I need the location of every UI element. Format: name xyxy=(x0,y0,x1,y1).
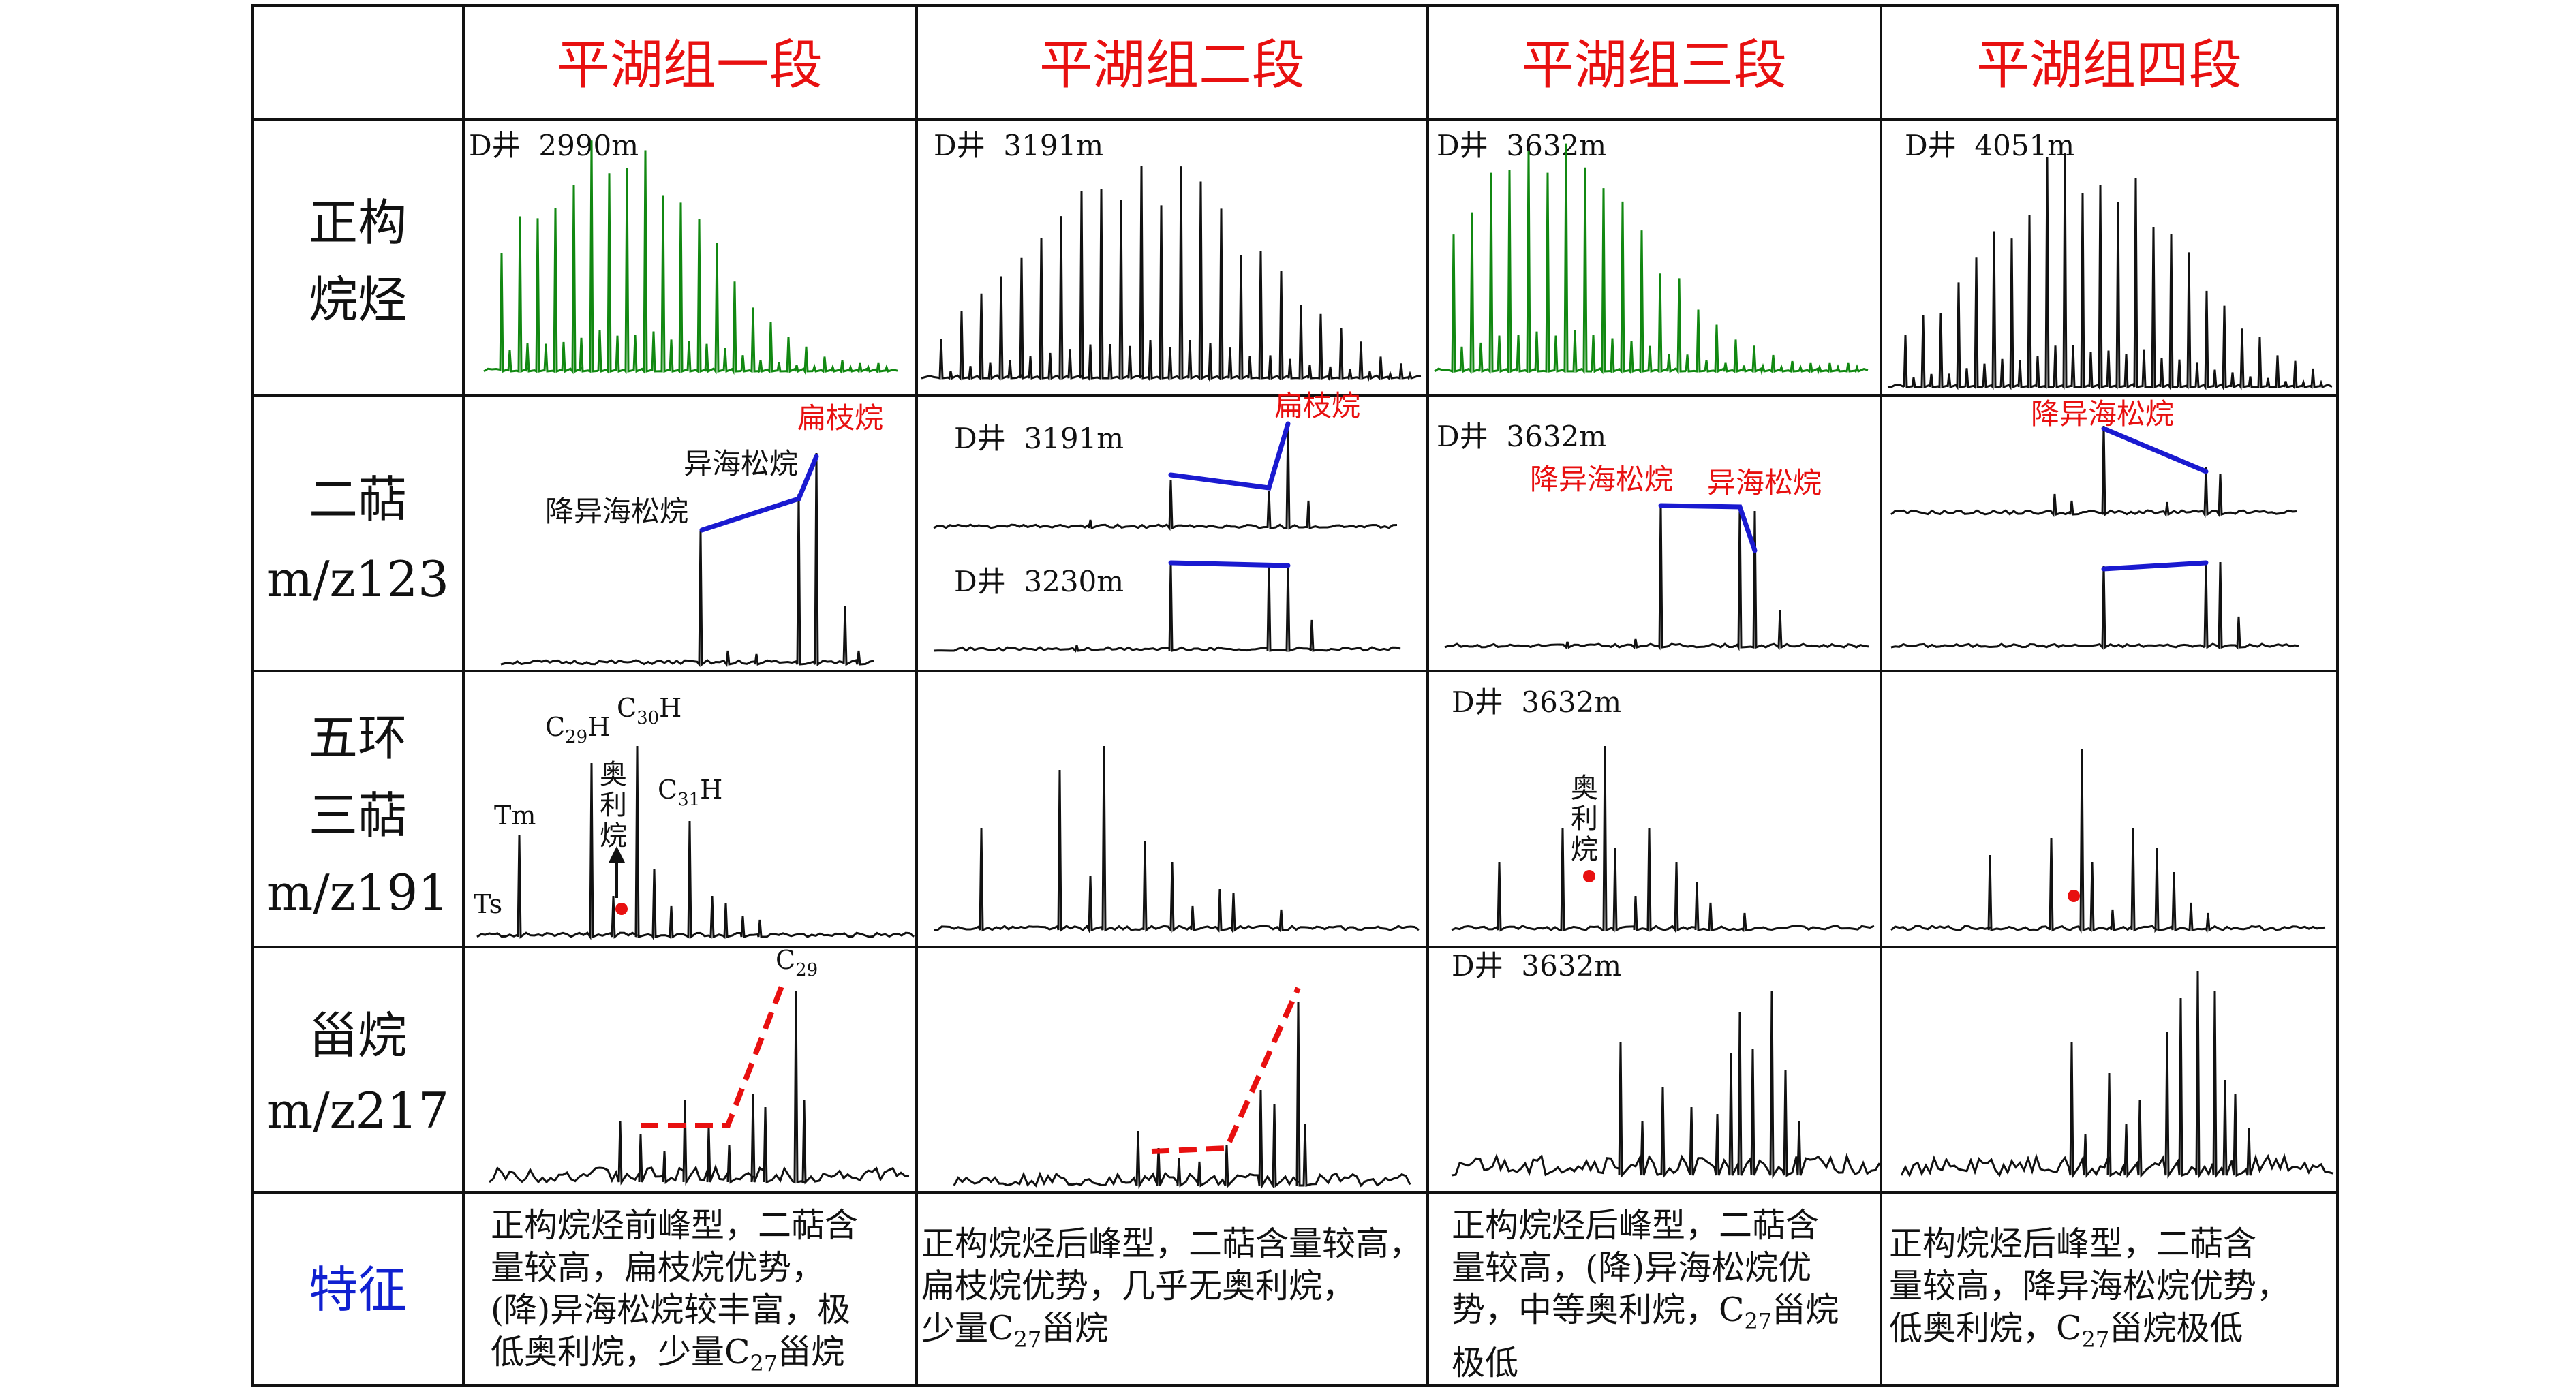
stage-header-1: 平湖组一段 xyxy=(557,35,823,96)
chromatogram-diterpanes-stage2-upper xyxy=(933,422,1398,531)
label-c31h: C31H xyxy=(658,775,722,810)
row-header-diterpanes: 二萜 m/z123 xyxy=(266,471,449,608)
feature-text-stage2: 正构烷烃后峰型，二萜含量较高， 扁枝烷优势，几乎无奥利烷， 少量C27甾烷 xyxy=(921,1224,1423,1352)
chromatogram-diterpanes-stage2-lower xyxy=(933,563,1401,653)
trend-line-r1-c3a xyxy=(2101,426,2209,474)
well-label-r3-c2: D井 3632m xyxy=(1452,949,1621,982)
chromatogram-diterpanes-stage1 xyxy=(500,452,874,668)
well-label-r1-c2: D井 3632m xyxy=(1437,420,1606,453)
chromatogram-triterpanes-stage3 xyxy=(1451,745,1875,933)
label-yihai-r1-c2: 异海松烷 xyxy=(1707,466,1822,499)
feature-text-stage3: 正构烷烃后峰型，二萜含 量较高，(降)异海松烷优 势，中等奥利烷，C27甾烷 极低 xyxy=(1452,1206,1839,1382)
well-label-r0-c1: D井 3191m xyxy=(934,129,1103,162)
label-bianzhi-r1-c1: 扁枝烷 xyxy=(1274,389,1360,422)
feature-text-stage4: 正构烷烃后峰型，二萜含 量较高，降异海松烷优势， 低奥利烷，C27甾烷极低 xyxy=(1889,1224,2290,1352)
chromatogram-steranes-stage1 xyxy=(489,991,910,1186)
well-label-r0-c3: D井 4051m xyxy=(1905,129,2074,162)
trend-line-r1-c2 xyxy=(1658,503,1758,553)
well-label-r1-c1a: D井 3191m xyxy=(954,422,1124,455)
chromatogram-diterpanes-stage3 xyxy=(1444,504,1869,651)
label-c29h: C29H xyxy=(545,712,610,747)
row-header-features: 特征 xyxy=(309,1261,407,1318)
chromatogram-alkanes-stage3 xyxy=(1434,143,1869,375)
row-header-triterpanes: 五环三萜 m/z191 xyxy=(266,709,449,921)
chromatogram-triterpanes-stage2 xyxy=(933,745,1420,934)
label-oleanane-r2-c0: 奥利烷 xyxy=(600,759,627,852)
chromatogram-diterpanes-stage4-upper xyxy=(1890,425,2297,518)
well-label-r0-c2: D井 3632m xyxy=(1437,129,1606,162)
label-jiangyihai-r1-c3: 降异海松烷 xyxy=(2031,397,2174,431)
chromatogram-alkanes-stage1 xyxy=(483,140,898,375)
label-yihai-r1-c0: 异海松烷 xyxy=(684,447,798,480)
stage-header-2: 平湖组二段 xyxy=(1039,35,1305,96)
trend-line-r3-c1 xyxy=(1151,987,1301,1154)
label-tm: Tm xyxy=(494,801,536,831)
label-c30h: C30H xyxy=(617,693,681,728)
oleanane-marker-r2-c3 xyxy=(2068,890,2080,902)
row-header-steranes: 甾烷 m/z217 xyxy=(266,1007,449,1139)
well-label-r0-c0: D井 2990m xyxy=(469,129,639,162)
label-jiangyihai-r1-c0: 降异海松烷 xyxy=(545,495,688,528)
arrow-oleanane xyxy=(609,846,625,898)
trend-line-r1-c0 xyxy=(699,454,819,533)
label-bianzhi-r1-c0: 扁枝烷 xyxy=(797,401,883,435)
label-jiangyihai-r1-c2: 降异海松烷 xyxy=(1530,463,1673,496)
chromatogram-steranes-stage2 xyxy=(953,1001,1411,1190)
label-oleanane-r2-c2: 奥利烷 xyxy=(1571,773,1598,865)
table-border xyxy=(251,4,2339,1387)
feature-text-stage1: 正构烷烃前峰型，二萜含 量较高，扁枝烷优势， (降)异海松烷较丰富，极 低奥利烷，少量… xyxy=(491,1206,859,1376)
trend-line-r1-c1a xyxy=(1168,421,1291,491)
chromatogram-steranes-stage4 xyxy=(1900,970,2334,1179)
chromatogram-alkanes-stage4 xyxy=(1887,153,2333,391)
well-label-r2-c2: D井 3632m xyxy=(1452,685,1621,719)
well-label-r1-c1b: D井 3230m xyxy=(954,565,1124,598)
oleanane-marker-r2-c2 xyxy=(1583,870,1595,882)
row-header-alkanes: 正构烷烃 xyxy=(309,194,407,328)
chromatogram-diterpanes-stage4-lower xyxy=(1890,561,2299,650)
label-c29: C29 xyxy=(776,945,818,980)
chromatogram-steranes-stage3 xyxy=(1451,991,1881,1179)
chromatogram-alkanes-stage2 xyxy=(921,166,1422,382)
stage-header-3: 平湖组三段 xyxy=(1521,35,1787,96)
trend-line-r1-c1b xyxy=(1168,560,1291,568)
label-ts: Ts xyxy=(474,889,502,919)
stage-header-4: 平湖组四段 xyxy=(1976,35,2242,96)
chromatogram-triterpanes-stage4 xyxy=(1890,749,2326,934)
trend-line-r3-c0 xyxy=(641,980,786,1128)
oleanane-marker-r2-c0 xyxy=(615,903,628,915)
trend-line-r1-c3b xyxy=(2101,560,2209,572)
chromatogram-triterpanes-stage1 xyxy=(476,745,915,941)
